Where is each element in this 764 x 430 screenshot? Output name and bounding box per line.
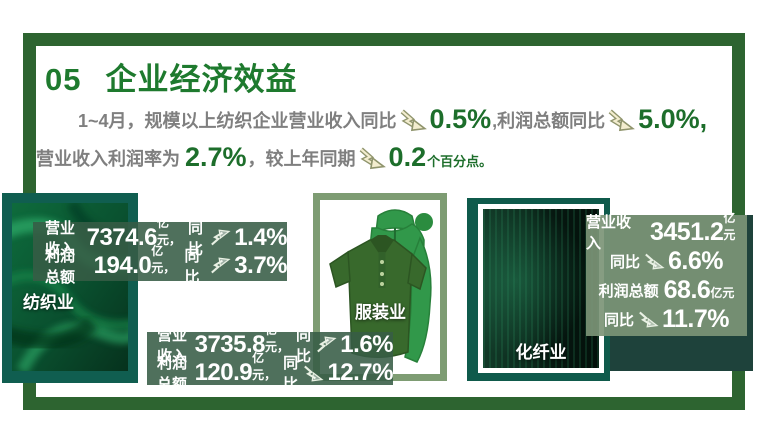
intro-text: ，较上年同期 [247, 148, 356, 169]
metric-value: 7374.6 [86, 223, 158, 251]
metric-unit: 亿元 [710, 285, 735, 300]
metric-row: 同比 6.6% [586, 247, 747, 276]
metric-compare-label: 同比 [296, 326, 312, 365]
decline-arrow-icon [304, 365, 325, 381]
stat-revenue-yoy: 0.5% [429, 104, 492, 134]
clothing-photo [329, 209, 433, 363]
metric-row: 营业收入 3735.8 亿元， 同比 1.6% [157, 323, 393, 365]
metric-label: 利润总额 [157, 354, 188, 393]
metric-pct: 1.4% [234, 223, 287, 251]
intro-text: ,利润总额同比 [492, 110, 606, 131]
fiber-photo [483, 209, 599, 368]
intro-text: 1~4月，规模以上纺织企业营业收入同比 [78, 110, 397, 131]
metric-row: 利润总额 194.0 亿元， 同比 3.7% [45, 244, 287, 286]
metric-unit: 亿元， [265, 322, 290, 354]
growth-arrow-icon [211, 229, 231, 245]
intro-text: 营业收入利润率为 [36, 148, 180, 169]
metric-value: 3735.8 [194, 330, 266, 358]
industry-label-fiber: 化纤业 [515, 343, 567, 362]
metric-compare-label: 同比 [610, 253, 641, 271]
metric-unit: 亿元， [157, 215, 182, 247]
metric-pct: 12.7% [327, 358, 393, 386]
metric-pct: 3.7% [234, 251, 287, 279]
metric-value: 194.0 [93, 251, 152, 279]
metric-compare-label: 同比 [188, 219, 204, 258]
decline-arrow-icon [400, 109, 427, 131]
metric-compare-label: 同比 [603, 311, 634, 329]
metric-pct: 11.7% [662, 304, 730, 333]
stat-profit-margin: 2.7% [185, 142, 247, 172]
metric-unit: 亿元 [723, 210, 736, 242]
decline-arrow-icon [639, 311, 659, 328]
industry-label-apparel: 服装业 [355, 303, 406, 322]
fiber-metrics-callout: 营业收入 3451.2 亿元 同比 6.6% 利润总额 68.6 亿元 同比 1… [586, 211, 747, 336]
metric-row: 营业收入 7374.6 亿元， 同比 1.4% [45, 216, 287, 258]
metric-unit: 亿元， [151, 243, 176, 275]
metric-label: 营业收入 [586, 214, 632, 252]
metric-pct: 6.6% [668, 246, 723, 275]
growth-arrow-icon [317, 336, 337, 352]
metric-value: 3451.2 [649, 217, 724, 246]
intro-line-2: 营业收入利润率为 2.7% ，较上年同期 0.2 个百分点。 [36, 142, 492, 173]
metric-label: 营业收入 [157, 326, 188, 365]
industry-label-textile: 纺织业 [23, 293, 74, 312]
stat-margin-change: 0.2 [388, 142, 427, 172]
metric-row: 利润总额 120.9 亿元， 同比 12.7% [157, 351, 393, 393]
metric-row: 同比 11.7% [586, 305, 747, 334]
metric-row: 营业收入 3451.2 亿元 [586, 211, 747, 253]
metric-row: 利润总额 68.6 亿元 [586, 276, 747, 305]
section-title: 企业经济效益 [105, 62, 298, 97]
section-number: 05 [45, 62, 82, 97]
metric-label: 营业收入 [45, 219, 76, 258]
textile-metrics-callout: 营业收入 7374.6 亿元， 同比 1.4% 利润总额 194.0 亿元， 同… [33, 216, 287, 286]
page-title: 05 企业经济效益 [45, 54, 297, 99]
decline-arrow-icon [359, 147, 386, 169]
decline-arrow-icon [608, 109, 636, 131]
apparel-metrics-callout: 营业收入 3735.8 亿元， 同比 1.6% 利润总额 120.9 亿元， 同… [147, 323, 393, 393]
metric-label: 利润总额 [45, 247, 76, 286]
metric-label: 利润总额 [598, 282, 659, 300]
metric-value: 120.9 [194, 358, 253, 386]
decline-arrow-icon [645, 253, 665, 270]
growth-arrow-icon [211, 257, 231, 273]
metric-compare-label: 同比 [283, 354, 299, 393]
intro-line-1: 1~4月，规模以上纺织企业营业收入同比 0.5% ,利润总额同比 5.0%, [78, 104, 708, 135]
metric-value: 68.6 [663, 275, 711, 304]
stat-profit-yoy: 5.0%, [638, 104, 708, 134]
metric-pct: 1.6% [340, 330, 393, 358]
metric-compare-label: 同比 [184, 247, 200, 286]
metric-unit: 亿元， [252, 350, 277, 382]
intro-unit: 个百分点。 [427, 154, 493, 169]
